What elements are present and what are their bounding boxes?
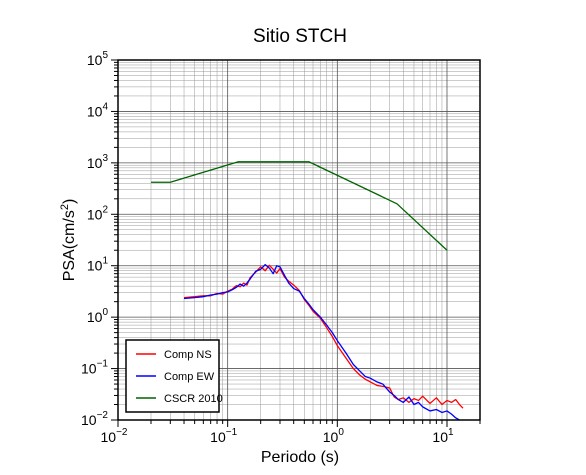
plot-frame <box>117 59 481 421</box>
y-tick-label: 10−1 <box>81 359 108 377</box>
x-tick-labels: 10−2 10−1 100 101 <box>101 427 454 445</box>
legend-label-cscr: CSCR 2010 <box>164 393 223 405</box>
y-tick-label: 105 <box>87 50 109 68</box>
y-tick-label: 103 <box>87 153 109 171</box>
series-line-cscr-2010 <box>151 161 448 251</box>
series-line-comp-ew <box>183 263 460 421</box>
chart-title: Sitio STCH <box>253 26 347 47</box>
series-line-comp-ns <box>183 264 464 409</box>
legend-label-ns: Comp NS <box>164 349 212 361</box>
y-tick-label: 101 <box>87 256 109 274</box>
axis-ticks <box>111 59 481 427</box>
x-tick-label: 100 <box>323 427 345 445</box>
y-tick-label: 102 <box>87 204 109 222</box>
y-tick-labels: 10−2 10−1 100 101 102 103 104 105 <box>81 50 108 428</box>
series-layer <box>151 161 464 421</box>
y-tick-label: 100 <box>87 307 109 325</box>
x-tick-label: 101 <box>432 427 454 445</box>
x-axis-label: Periodo (s) <box>261 449 339 466</box>
y-axis-label-sup: 2 <box>59 204 71 210</box>
y-tick-label: 104 <box>87 101 109 119</box>
y-axis-label-close: ) <box>61 199 78 204</box>
y-tick-label: 10−2 <box>81 410 108 428</box>
legend-label-ew: Comp EW <box>164 371 215 383</box>
grid-minor <box>118 60 481 420</box>
legend: Comp NS Comp EW CSCR 2010 <box>125 339 223 413</box>
x-tick-label: 10−1 <box>210 427 237 445</box>
y-axis-label: PSA(cm/s2) <box>59 199 78 282</box>
y-axis-label-main: PSA(cm/s <box>61 210 78 281</box>
x-tick-label: 10−2 <box>101 427 128 445</box>
